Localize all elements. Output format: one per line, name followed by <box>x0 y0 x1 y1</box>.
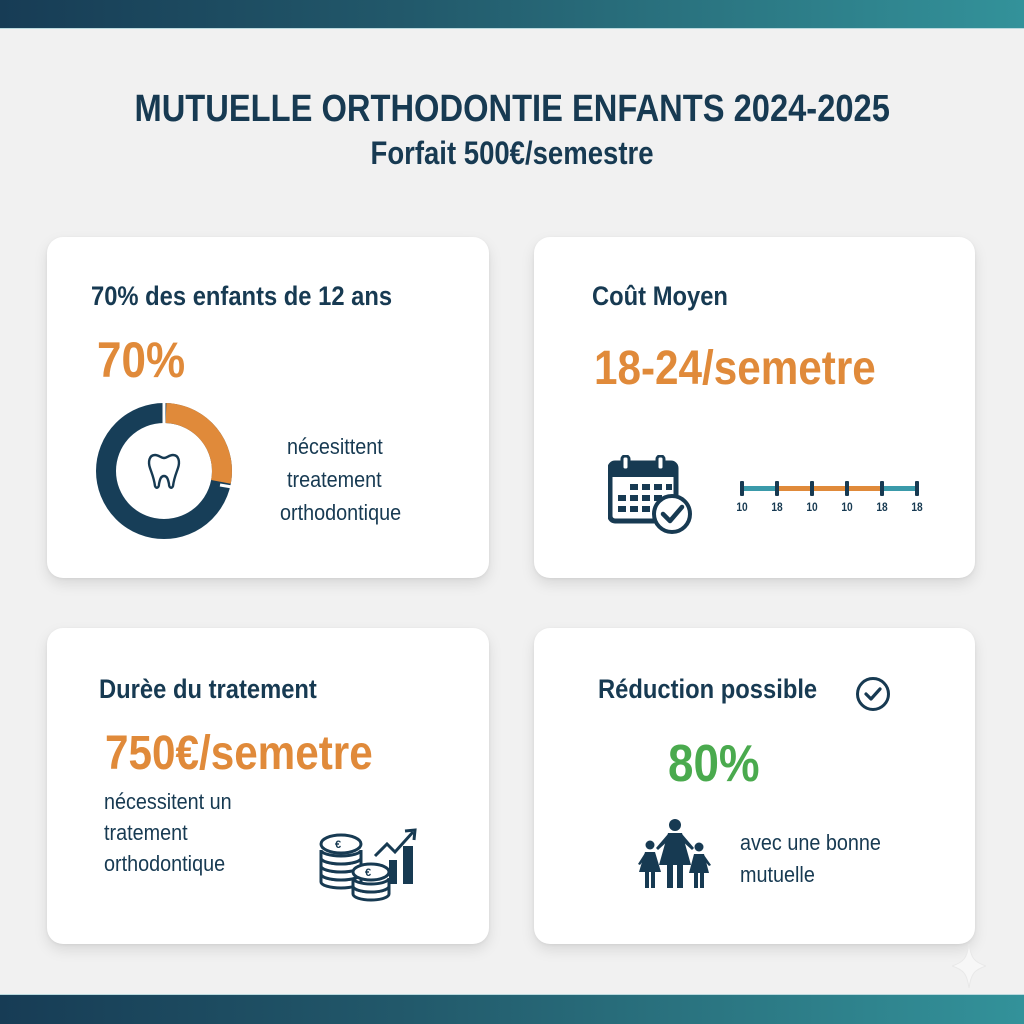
card-possible-reduction: Réduction possible 80% avec une bonne mu… <box>534 628 975 944</box>
timeline-label: 10 <box>806 500 818 514</box>
timeline-label: 10 <box>841 500 853 514</box>
timeline-bar <box>740 481 919 496</box>
timeline-label: 18 <box>876 500 888 514</box>
calendar-check-icon <box>608 455 692 534</box>
bottom-banner <box>0 994 1024 1024</box>
description-line-2: mutuelle <box>740 862 815 887</box>
svg-text:€: € <box>335 839 341 851</box>
top-banner <box>0 0 1024 29</box>
sparkle-icon <box>952 944 986 988</box>
page-title: MUTUELLE ORTHODONTIE ENFANTS 2024-2025 <box>134 88 890 130</box>
euro-coins-growth-icon: € € <box>319 828 417 902</box>
donut-chart <box>95 403 233 539</box>
stat-value: 750€/semetre <box>105 727 373 780</box>
timeline-label: 18 <box>911 500 923 514</box>
card-title: Coût Moyen <box>592 281 728 311</box>
svg-text:€: € <box>365 867 371 879</box>
tooth-icon <box>147 453 181 489</box>
card-title: Durèe du tratement <box>99 674 317 704</box>
card-title: 70% des enfants de 12 ans <box>91 281 393 311</box>
description-line-2: treatement <box>287 467 382 492</box>
family-icon <box>638 819 711 888</box>
stat-value: 70% <box>97 332 186 388</box>
check-circle-icon <box>856 677 890 711</box>
description-line-3: orthodontique <box>280 500 402 525</box>
card-average-cost: Coût Moyen 18-24/semetre 10 18 10 10 18 … <box>534 237 975 578</box>
stat-value: 18-24/semetre <box>594 342 876 395</box>
stat-value: 80% <box>668 735 760 793</box>
description-line-2: tratement <box>104 820 188 845</box>
description-line-1: nécesittent <box>287 434 383 459</box>
card-treatment-duration: Durèe du tratement 750€/semetre nécessit… <box>47 628 489 944</box>
description-line-1: nécessitent un <box>104 789 232 814</box>
card-children-percentage: 70% des enfants de 12 ans 70% nécesitten… <box>47 237 489 578</box>
description-line-1: avec une bonne <box>740 830 881 855</box>
timeline-label: 10 <box>736 500 748 514</box>
description-line-3: orthodontique <box>104 851 226 876</box>
header: MUTUELLE ORTHODONTIE ENFANTS 2024-2025 F… <box>0 88 1024 172</box>
card-title: Réduction possible <box>598 674 818 704</box>
page-subtitle: Forfait 500€/semestre <box>370 135 654 171</box>
timeline-label: 18 <box>771 500 783 514</box>
